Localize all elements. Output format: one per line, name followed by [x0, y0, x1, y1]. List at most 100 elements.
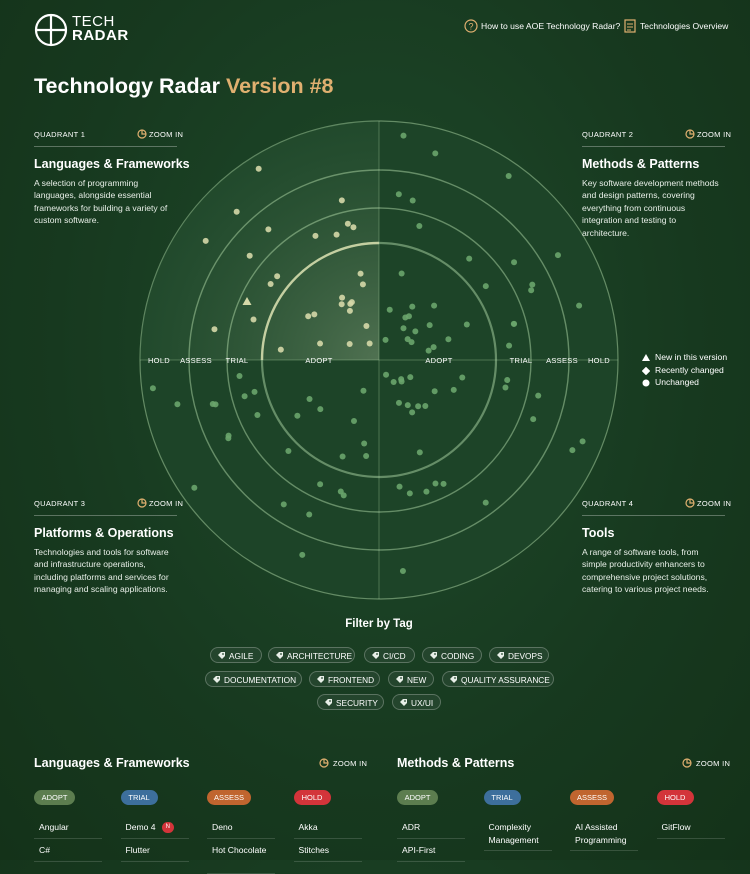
legend-label: Recently changed — [655, 364, 724, 375]
nav-link[interactable]: How to use AOE Technology Radar? — [481, 21, 621, 31]
zoom-in[interactable]: ZOOM IN — [149, 130, 184, 139]
ring-pill: HOLD — [656, 790, 694, 805]
legend-symbol — [642, 354, 650, 361]
item-name[interactable]: GitFlow — [661, 822, 691, 832]
blip — [409, 409, 416, 416]
item-divider — [397, 860, 465, 862]
item-name[interactable]: Stitches — [298, 845, 330, 855]
legend-symbol — [642, 379, 650, 387]
quadrant-highlight — [140, 121, 379, 360]
item-divider — [397, 837, 465, 839]
section-title: Languages & Frameworks — [34, 756, 190, 770]
blip — [415, 403, 422, 410]
item-name[interactable]: ADR — [402, 822, 421, 832]
ring-label: ADOPT — [305, 356, 332, 365]
tag-icon — [450, 676, 457, 683]
item-name[interactable]: C# — [39, 845, 50, 855]
tag-button[interactable]: NEW — [388, 671, 434, 687]
blip — [431, 302, 438, 309]
help-icon: ? — [464, 19, 478, 33]
item-name[interactable]: Hot Chocolate — [212, 845, 267, 855]
ring-label: TRIAL — [226, 356, 249, 365]
tag-button[interactable]: CI/CD — [364, 647, 415, 663]
ring-pill: ADOPT — [397, 790, 438, 805]
blip — [333, 231, 340, 238]
blip — [407, 374, 414, 381]
blip-new — [242, 297, 252, 305]
blip — [416, 222, 423, 229]
tag-button[interactable]: DOCUMENTATION — [205, 671, 302, 687]
tag-icon — [497, 652, 504, 659]
item-name[interactable]: Complexity Management — [488, 822, 539, 845]
legend-label: Unchanged — [655, 377, 699, 387]
tag-button[interactable]: ARCHITECTURE — [268, 647, 355, 663]
blip — [311, 311, 318, 318]
item-name[interactable]: Akka — [298, 822, 318, 832]
blip — [305, 313, 312, 320]
blip — [339, 453, 346, 460]
zoom-in[interactable]: ZOOM IN — [696, 759, 731, 768]
title-text: Technology Radar — [34, 74, 220, 98]
blip — [346, 341, 353, 348]
blip — [530, 416, 537, 423]
blip — [504, 377, 511, 384]
ring-label: ADOPT — [425, 356, 452, 365]
tag-button[interactable]: QUALITY ASSURANCE — [442, 671, 554, 687]
blip — [502, 384, 509, 391]
blip — [408, 339, 415, 346]
tag-icon — [396, 676, 403, 683]
tag-button[interactable]: AGILE — [210, 647, 262, 663]
item-divider — [34, 837, 102, 839]
blip — [569, 447, 576, 454]
blip — [511, 320, 518, 327]
tag-icon — [213, 676, 220, 683]
blip — [505, 172, 512, 179]
item-name[interactable]: API-First — [402, 845, 436, 855]
item-divider — [483, 850, 552, 851]
blip — [450, 386, 457, 393]
zoom-in[interactable]: ZOOM IN — [697, 499, 732, 508]
blip — [432, 480, 439, 487]
blip — [399, 568, 406, 575]
zoom-in[interactable]: ZOOM IN — [149, 499, 184, 508]
nav-link[interactable]: Technologies Overview — [640, 21, 729, 31]
blip — [250, 316, 257, 323]
blip — [396, 483, 403, 490]
tag-button[interactable]: SECURITY — [317, 694, 384, 710]
quadrant-title: Methods & Patterns — [582, 157, 700, 171]
tag-icon — [317, 676, 324, 683]
zoom-in[interactable]: ZOOM IN — [333, 759, 368, 768]
item-divider — [120, 860, 189, 862]
page-title: Technology Radar Version #8 — [34, 74, 334, 99]
ring-label: ASSESS — [546, 356, 578, 365]
item-name[interactable]: Angular — [39, 822, 69, 832]
item-name[interactable]: Deno — [212, 822, 233, 832]
tag-button[interactable]: UX/UI — [392, 694, 441, 710]
blip — [409, 197, 416, 204]
item-name[interactable]: AI Assisted Programming — [575, 822, 627, 845]
item-name[interactable]: Flutter — [125, 845, 150, 855]
legend-symbol — [642, 366, 650, 375]
tag-button[interactable]: FRONTEND — [309, 671, 380, 687]
blip — [416, 449, 423, 456]
blip — [383, 371, 390, 378]
blip — [482, 499, 489, 506]
logo-text: TECH — [72, 13, 115, 30]
tag-icon — [325, 699, 332, 706]
blip — [398, 270, 405, 277]
quadrant-description: Technologies and tools for software and … — [34, 547, 169, 595]
blip — [339, 294, 346, 301]
zoom-in[interactable]: ZOOM IN — [697, 130, 732, 139]
blip — [426, 322, 433, 329]
blip — [277, 346, 284, 353]
blip — [395, 399, 402, 406]
tag-button[interactable]: DEVOPS — [489, 647, 549, 663]
blip — [251, 388, 258, 395]
quadrant-title: Languages & Frameworks — [34, 157, 190, 171]
blip — [312, 232, 319, 239]
section-title: Methods & Patterns — [397, 756, 515, 770]
tag-button[interactable]: CODING — [422, 647, 482, 663]
blip — [359, 281, 366, 288]
blip — [246, 252, 253, 259]
